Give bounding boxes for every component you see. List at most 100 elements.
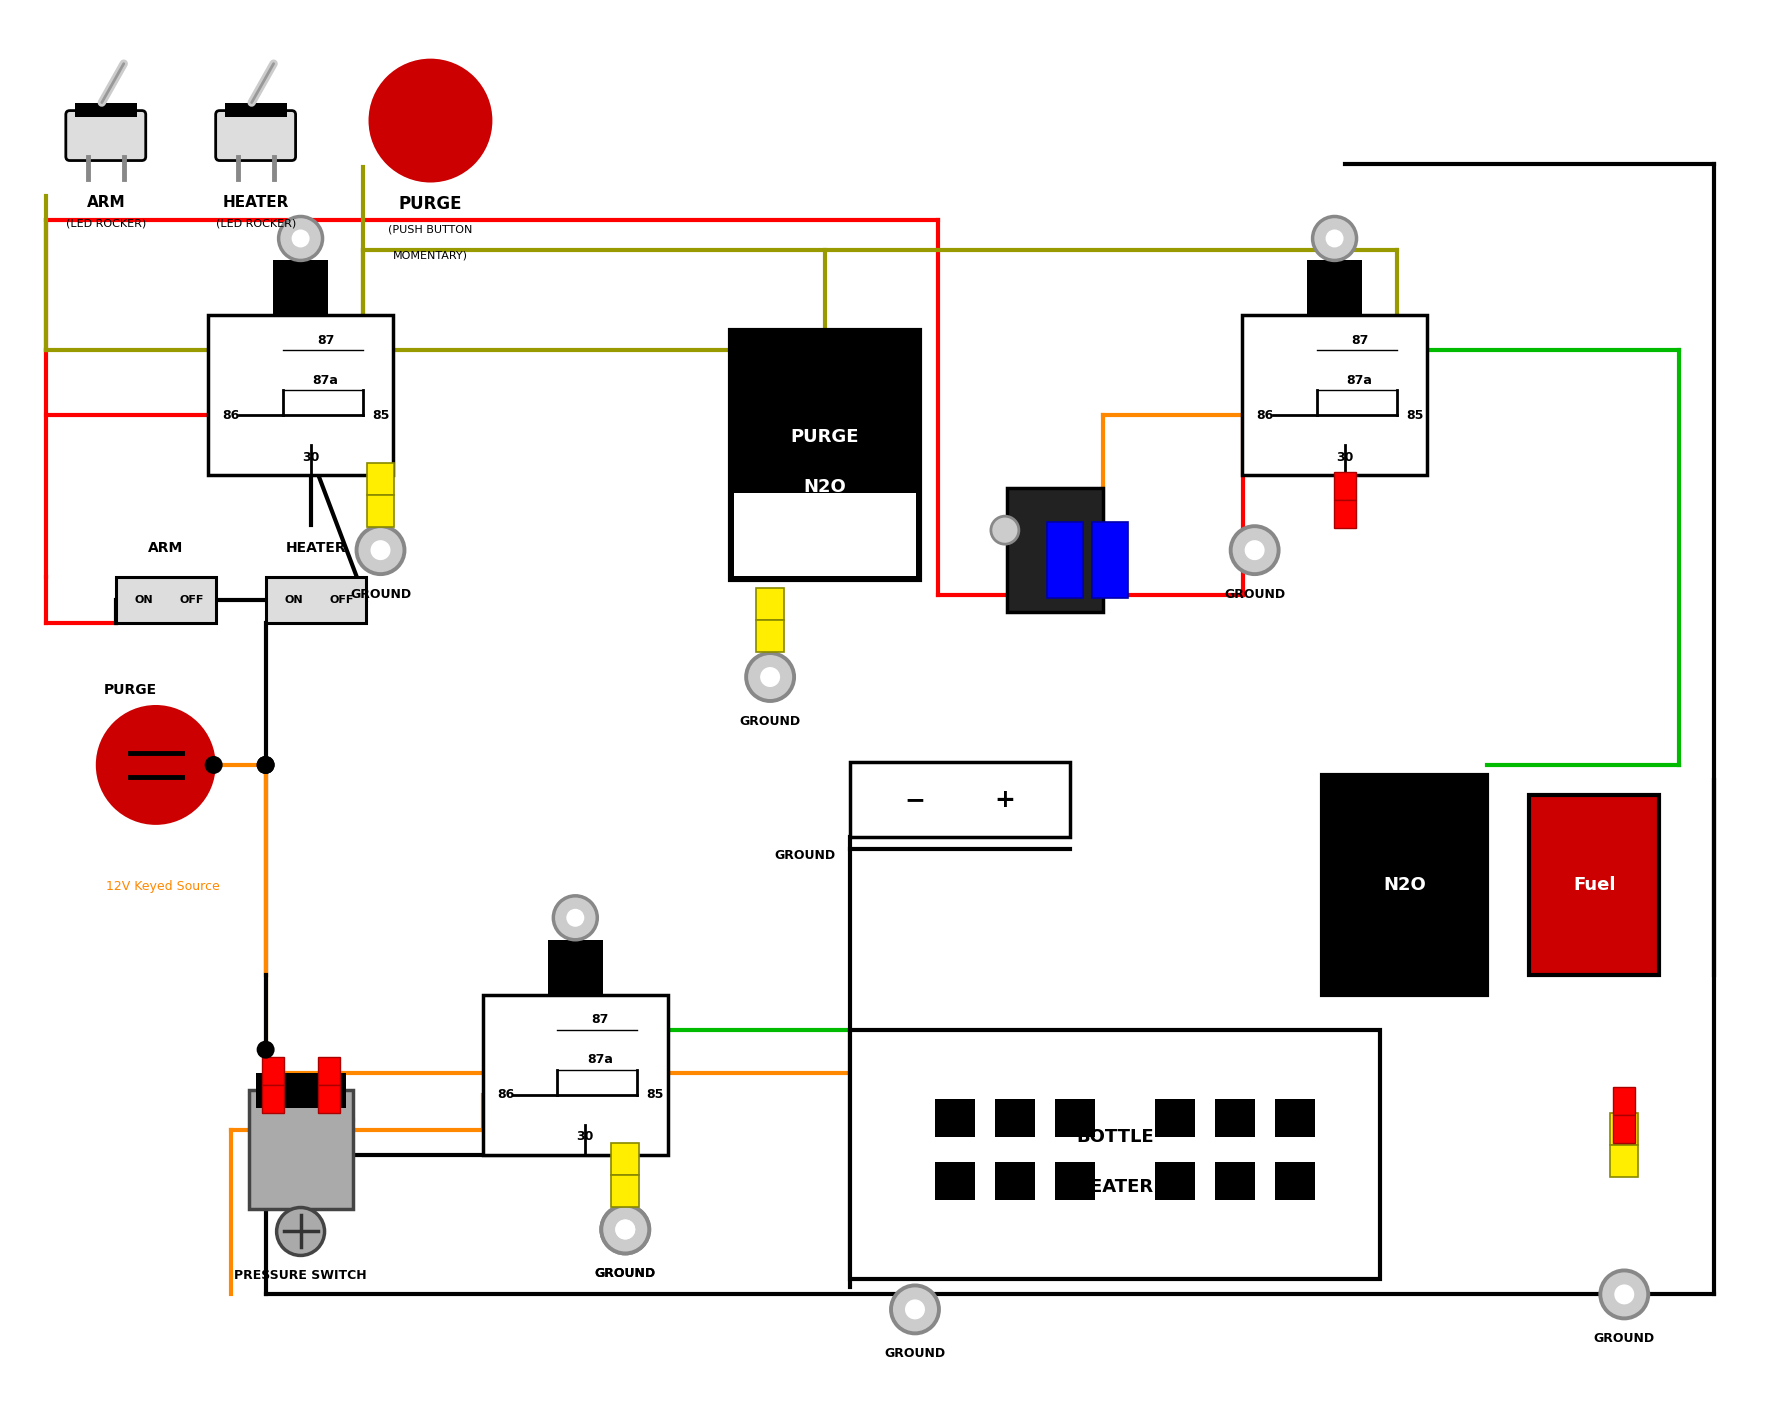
Bar (756, 589, 785, 620)
Bar (611, 1142, 640, 1175)
Text: 85: 85 (372, 409, 390, 422)
Circle shape (291, 229, 309, 247)
Bar (1613, 1114, 1636, 1142)
Bar (735, 493, 915, 576)
Circle shape (277, 1207, 325, 1256)
Bar (994, 1099, 1035, 1137)
Circle shape (905, 1300, 924, 1319)
Text: GROUND: GROUND (774, 850, 835, 863)
Text: (LED ROCKER): (LED ROCKER) (216, 219, 295, 229)
Text: PURGE: PURGE (399, 194, 463, 212)
Bar (318, 1085, 340, 1113)
Bar (1155, 1162, 1194, 1200)
Circle shape (991, 516, 1019, 544)
Text: OFF: OFF (329, 596, 354, 606)
Bar (367, 464, 395, 495)
Bar (849, 763, 1069, 837)
Bar (266, 577, 365, 622)
Bar (1307, 260, 1362, 315)
Text: N2O: N2O (803, 478, 846, 496)
Bar (256, 1072, 345, 1107)
Bar (1334, 472, 1355, 500)
Bar (1613, 1086, 1636, 1114)
Bar (367, 495, 395, 527)
Bar (1529, 795, 1659, 975)
Bar (547, 940, 603, 995)
Bar (261, 1085, 284, 1113)
Text: HEATER: HEATER (222, 194, 290, 209)
FancyBboxPatch shape (216, 111, 295, 160)
Text: MOMENTARY): MOMENTARY) (393, 250, 468, 260)
Text: (PUSH BUTTON: (PUSH BUTTON (388, 225, 472, 235)
Text: GROUND: GROUND (350, 589, 411, 601)
Text: 86: 86 (497, 1087, 513, 1102)
Bar (1055, 1162, 1094, 1200)
Text: PRESSURE SWITCH: PRESSURE SWITCH (234, 1270, 367, 1283)
Bar (611, 1175, 640, 1207)
Text: GROUND: GROUND (1225, 589, 1286, 601)
Circle shape (1230, 527, 1278, 575)
Text: 30: 30 (1336, 451, 1354, 464)
FancyBboxPatch shape (66, 111, 147, 160)
Circle shape (356, 527, 404, 575)
Text: HEATER: HEATER (286, 541, 345, 555)
Bar (1092, 523, 1128, 599)
Circle shape (279, 216, 322, 260)
Text: GROUND: GROUND (595, 1267, 656, 1280)
Bar (1214, 1099, 1255, 1137)
Bar (935, 1099, 974, 1137)
Text: +: + (994, 788, 1016, 812)
Bar (116, 577, 216, 622)
Text: PURGE: PURGE (790, 429, 860, 447)
Bar (207, 315, 393, 475)
Text: 85: 85 (647, 1087, 663, 1102)
Text: HEATER: HEATER (1076, 1177, 1153, 1196)
Bar (318, 1057, 340, 1085)
Bar (1275, 1162, 1314, 1200)
Bar (1046, 523, 1084, 599)
Bar (730, 330, 921, 580)
Text: ON: ON (284, 596, 302, 606)
Circle shape (890, 1286, 939, 1333)
Bar (756, 620, 785, 652)
Text: 30: 30 (302, 451, 320, 464)
Text: 87: 87 (316, 334, 334, 347)
Text: −: − (905, 788, 926, 812)
Circle shape (1600, 1270, 1649, 1318)
Text: BOTTLE: BOTTLE (1076, 1128, 1153, 1145)
Text: ARM: ARM (148, 541, 184, 555)
Text: 87a: 87a (1346, 374, 1373, 386)
Bar (849, 1030, 1380, 1280)
Text: Fuel: Fuel (1573, 875, 1616, 894)
Bar (75, 103, 136, 117)
Bar (483, 995, 667, 1155)
Text: ON: ON (134, 596, 154, 606)
Bar (1611, 1145, 1638, 1176)
Text: 85: 85 (1405, 409, 1423, 422)
Circle shape (615, 1220, 635, 1239)
Text: OFF: OFF (179, 596, 204, 606)
Bar (225, 103, 286, 117)
Circle shape (368, 59, 492, 183)
Text: 86: 86 (222, 409, 240, 422)
Text: 12V Keyed Source: 12V Keyed Source (105, 880, 220, 892)
Text: GROUND: GROUND (595, 1267, 656, 1280)
Text: ARM: ARM (86, 194, 125, 209)
Text: PURGE: PURGE (104, 683, 157, 697)
Text: GROUND: GROUND (740, 715, 801, 728)
Circle shape (1325, 229, 1343, 247)
Circle shape (257, 756, 275, 774)
Text: 86: 86 (1255, 409, 1273, 422)
Circle shape (1615, 1284, 1634, 1304)
Bar (935, 1162, 974, 1200)
Circle shape (257, 1041, 275, 1058)
Text: N2O: N2O (1384, 875, 1425, 894)
Bar (1275, 1099, 1314, 1137)
Circle shape (552, 896, 597, 940)
Bar (1611, 1113, 1638, 1145)
Text: 30: 30 (576, 1130, 594, 1144)
Text: 87: 87 (592, 1013, 610, 1026)
Bar (261, 1057, 284, 1085)
Circle shape (760, 667, 780, 687)
Bar (1155, 1099, 1194, 1137)
